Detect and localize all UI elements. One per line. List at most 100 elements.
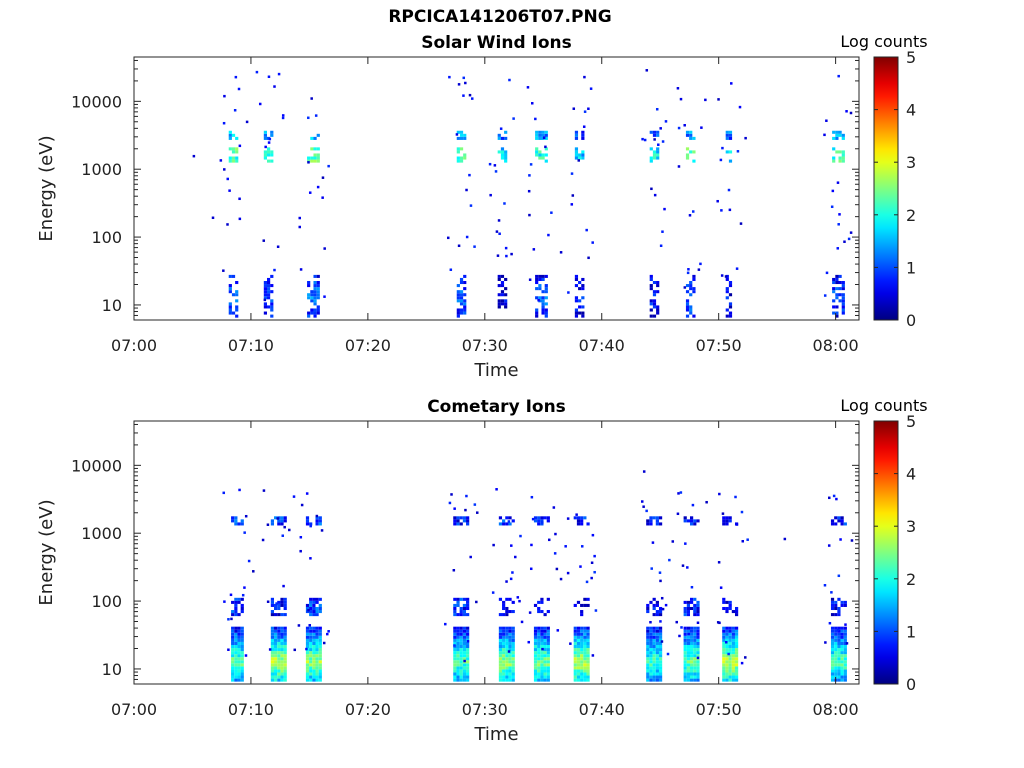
data-cell: [237, 657, 241, 661]
data-cell: [504, 136, 508, 140]
data-cell: [538, 136, 542, 140]
data-cell: [541, 277, 545, 281]
data-cell: [318, 641, 322, 645]
data-cell: [543, 629, 547, 633]
data-cell: [583, 657, 587, 661]
speckle: [591, 654, 595, 657]
data-cell: [456, 663, 460, 667]
data-cell: [540, 610, 544, 614]
burst: [456, 130, 467, 318]
data-cell: [270, 305, 274, 309]
data-cell: [731, 663, 735, 667]
data-cell: [280, 669, 284, 673]
data-cell: [652, 626, 656, 630]
data-cell: [696, 663, 700, 667]
data-cell: [312, 654, 316, 658]
data-cell: [586, 638, 590, 642]
data-cell: [228, 311, 232, 315]
data-cell: [498, 635, 503, 639]
data-cell: [270, 629, 275, 633]
data-cell: [315, 638, 319, 642]
data-cell: [277, 629, 281, 633]
data-cell: [309, 663, 313, 667]
data-cell: [502, 675, 506, 679]
data-cell: [728, 133, 733, 137]
data-cell: [546, 626, 550, 630]
speckle: [465, 494, 468, 498]
speckle: [727, 652, 730, 656]
data-cell: [580, 672, 584, 676]
data-cell: [240, 597, 244, 601]
speckle: [297, 624, 301, 627]
data-cell: [462, 651, 467, 655]
data-cell: [689, 638, 694, 642]
data-cell: [683, 675, 687, 679]
data-cell: [830, 632, 835, 636]
data-cell: [462, 610, 467, 614]
data-cell: [466, 632, 470, 636]
data-cell: [456, 290, 460, 294]
data-cell: [505, 669, 509, 673]
y-tick-label: 10: [102, 296, 122, 315]
data-cell: [725, 635, 729, 639]
data-cell: [315, 644, 319, 649]
speckle: [226, 223, 229, 226]
speckle: [686, 271, 690, 275]
data-cell: [234, 603, 238, 607]
data-cell: [511, 660, 515, 664]
y-tick-label: 100: [91, 592, 122, 611]
data-cell: [540, 666, 544, 670]
speckle: [587, 256, 590, 260]
data-cell: [686, 675, 690, 679]
data-cell: [689, 133, 693, 137]
data-cell: [283, 678, 287, 682]
data-cell: [728, 632, 732, 636]
data-cell: [274, 651, 278, 655]
data-cell: [240, 519, 244, 523]
speckle: [307, 161, 310, 164]
data-cell: [838, 130, 842, 134]
data-cell: [649, 669, 653, 673]
data-cell: [535, 277, 539, 281]
data-cell: [658, 654, 663, 658]
data-cell: [655, 522, 659, 526]
data-cell: [240, 669, 244, 673]
data-cell: [544, 136, 548, 140]
data-cell: [540, 644, 544, 649]
data-cell: [693, 522, 697, 526]
data-cell: [689, 657, 694, 661]
data-cell: [837, 678, 841, 682]
data-cell: [689, 635, 694, 639]
data-cell: [280, 660, 284, 664]
speckle: [229, 593, 233, 597]
data-cell: [277, 626, 281, 630]
data-cell: [689, 280, 693, 285]
data-cell: [586, 641, 590, 645]
data-cell: [305, 641, 310, 645]
data-cell: [266, 296, 271, 300]
speckle: [585, 228, 588, 232]
data-cell: [573, 675, 577, 679]
speckle: [305, 492, 309, 495]
data-cell: [456, 284, 460, 288]
data-cell: [466, 669, 470, 673]
speckle: [653, 138, 656, 141]
speckle: [462, 94, 465, 97]
data-cell: [231, 675, 235, 679]
data-cell: [316, 280, 320, 285]
speckle: [847, 237, 851, 241]
data-cell: [656, 133, 660, 137]
data-cell: [511, 638, 515, 642]
data-cell: [546, 675, 550, 679]
data-cell: [456, 638, 460, 642]
speckle: [261, 538, 265, 542]
data-cell: [689, 597, 694, 601]
speckle: [594, 609, 598, 612]
speckle: [509, 577, 513, 581]
data-cell: [652, 597, 656, 601]
data-cell: [309, 629, 313, 633]
x-tick-label: 07:40: [579, 700, 625, 719]
data-cell: [728, 629, 732, 633]
data-cell: [658, 663, 663, 667]
data-cell: [234, 626, 238, 630]
